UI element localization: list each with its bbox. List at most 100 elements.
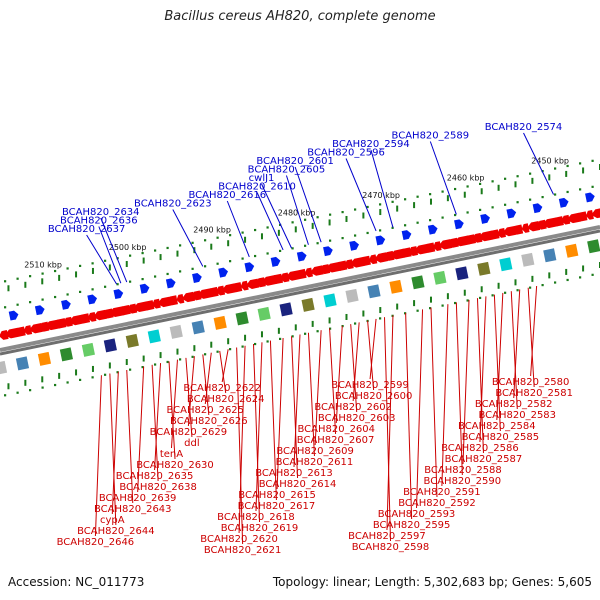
ruler-dot [129, 368, 132, 371]
ruler-dot [591, 159, 594, 162]
ruler-dot [79, 290, 82, 294]
backbone-line [0, 225, 600, 352]
gene-label[interactable]: BCAH820_2597 [348, 531, 426, 542]
gene-label[interactable]: BCAH820_2605 [248, 165, 326, 176]
reverse-label-line [493, 294, 501, 432]
gene-label[interactable]: BCAH820_2604 [297, 424, 375, 435]
gene-label[interactable]: BCAH820_2646 [57, 537, 135, 548]
ruler-dot [579, 276, 582, 279]
reverse-label-line [109, 373, 117, 526]
reverse-label-line [386, 315, 394, 531]
ruler-dot [491, 206, 494, 209]
gene-label[interactable]: BCAH820_2591 [403, 487, 481, 498]
reverse-label-line [384, 317, 392, 542]
ruler-tick [345, 313, 348, 320]
gene-label[interactable]: BCAH820_2596 [307, 148, 385, 159]
reverse-label-line [329, 328, 337, 435]
scale-label: 2450 kbp [531, 156, 569, 165]
gene-label[interactable]: BCAH820_2634 [62, 207, 140, 218]
gene-label[interactable]: BCAH820_2601 [256, 156, 334, 167]
reverse-label-line [137, 366, 145, 493]
gene-label[interactable]: BCAH820_2607 [297, 435, 375, 446]
ruler-tick [176, 348, 179, 355]
gene-label[interactable]: cypA [100, 515, 125, 526]
gene-label[interactable]: BCAH820_2583 [478, 410, 556, 421]
gene-label[interactable]: BCAH820_2614 [259, 479, 337, 490]
gene-label[interactable]: BCAH820_2585 [462, 432, 540, 443]
ruler-dot [129, 280, 132, 283]
gene-label[interactable]: BCAH820_2625 [166, 405, 244, 416]
scale-label: 2480 kbp [278, 208, 316, 217]
gene-label[interactable]: BCAH820_2629 [150, 427, 228, 438]
ruler-dot [79, 378, 82, 382]
forward-gene-glyph [270, 256, 281, 267]
feature-box [477, 261, 491, 276]
gene-label[interactable]: BCAH820_2587 [445, 454, 523, 465]
gene-label[interactable]: BCAH820_2574 [485, 122, 563, 133]
gene-label[interactable]: BCAH820_2636 [60, 216, 138, 227]
gene-label[interactable]: ddl [184, 438, 199, 449]
gene-label[interactable]: BCAH820_2609 [276, 446, 354, 457]
reverse-label-line [314, 330, 322, 446]
gene-label[interactable]: BCAH820_2610 [218, 182, 296, 193]
reverse-label-line [151, 364, 159, 482]
forward-gene-glyph [165, 278, 176, 289]
reverse-gene-glyph [527, 221, 541, 232]
ruler-dot [66, 267, 69, 270]
gene-label[interactable]: BCAH820_2590 [424, 476, 502, 487]
reverse-gene-glyph [0, 330, 9, 340]
gene-label[interactable]: BCAH820_2620 [200, 534, 278, 545]
gene-label[interactable]: BCAH820_2626 [170, 416, 248, 427]
ruler-tick [413, 202, 416, 209]
ruler-dot [566, 190, 569, 194]
gene-label[interactable]: BCAH820_2584 [458, 421, 536, 432]
gene-label[interactable]: BCAH820_2598 [352, 542, 430, 553]
gene-label[interactable]: BCAH820_2615 [238, 490, 316, 501]
gene-label[interactable]: BCAH820_2611 [276, 457, 354, 468]
gene-label[interactable]: BCAH820_2637 [48, 224, 126, 235]
gene-label[interactable]: BCAH820_2623 [134, 199, 212, 210]
gene-label[interactable]: BCAH820_2617 [238, 501, 316, 512]
ruler-dot [216, 350, 219, 353]
gene-label[interactable]: BCAH820_2638 [119, 482, 197, 493]
gene-label[interactable]: BCAH820_2600 [335, 391, 413, 402]
gene-label[interactable]: BCAH820_2616 [189, 190, 267, 201]
gene-label[interactable]: BCAH820_2619 [221, 523, 299, 534]
gene-label[interactable]: BCAH820_2592 [398, 498, 476, 509]
gene-label[interactable]: BCAH820_2622 [183, 383, 261, 394]
gene-label[interactable]: BCAH820_2639 [99, 493, 177, 504]
gene-label[interactable]: BCAH820_2595 [373, 520, 451, 531]
ruler-dot [316, 242, 319, 245]
forward-label-line [345, 158, 377, 232]
ruler-dot [229, 260, 232, 263]
gene-label[interactable]: BCAH820_2618 [217, 512, 295, 523]
gene-label[interactable]: BCAH820_2588 [424, 465, 502, 476]
reverse-label-line [441, 304, 449, 487]
gene-label[interactable]: BCAH820_2643 [94, 504, 172, 515]
ruler-dot [329, 239, 332, 242]
ruler-dot [391, 200, 394, 203]
ruler-dot [291, 247, 294, 250]
gene-label[interactable]: BCAH820_2603 [318, 413, 396, 424]
gene-label[interactable]: BCAH820_2589 [392, 131, 470, 142]
gene-label[interactable]: BCAH820_2621 [204, 545, 282, 556]
gene-label[interactable]: BCAH820_2581 [495, 388, 573, 399]
gene-label[interactable]: BCAH820_2644 [77, 526, 155, 537]
gene-label[interactable]: BCAH820_2602 [314, 402, 392, 413]
track-layer [0, 225, 600, 356]
gene-label[interactable]: BCAH820_2624 [187, 394, 265, 405]
gene-label[interactable]: BCAH820_2586 [441, 443, 519, 454]
gene-label[interactable]: BCAH820_2582 [475, 399, 553, 410]
gene-label[interactable]: BCAH820_2580 [492, 377, 570, 388]
ruler-dot [16, 391, 19, 394]
gene-label[interactable]: tenA [160, 449, 183, 460]
gene-label[interactable]: BCAH820_2593 [378, 509, 456, 520]
feature-box [301, 297, 315, 312]
gene-label[interactable]: BCAH820_2594 [332, 139, 410, 150]
gene-label[interactable]: cwlJ1 [249, 173, 275, 184]
gene-label[interactable]: BCAH820_2635 [116, 471, 194, 482]
gene-label[interactable]: BCAH820_2630 [136, 460, 214, 471]
gene-label[interactable]: BCAH820_2599 [331, 380, 409, 391]
gene-label[interactable]: BCAH820_2613 [255, 468, 333, 479]
